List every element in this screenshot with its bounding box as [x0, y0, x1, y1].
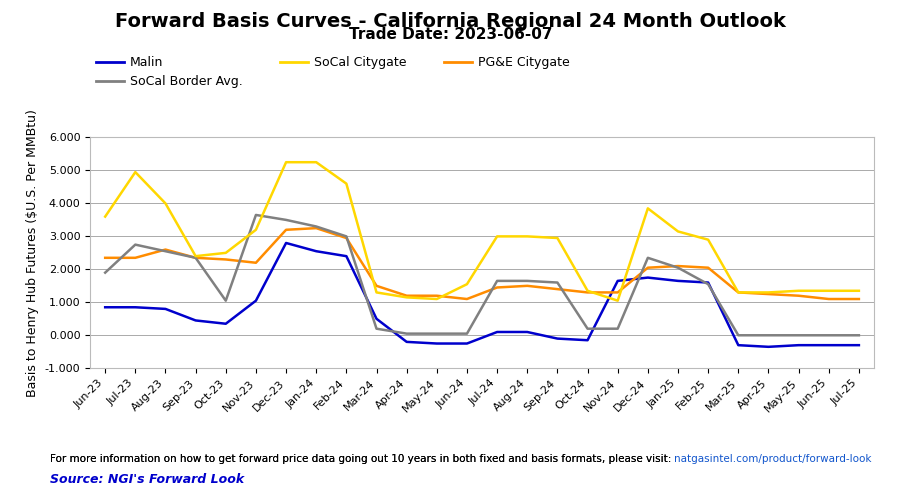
Text: For more information on how to get forward price data going out 10 years in both: For more information on how to get forwa… — [50, 454, 674, 464]
Text: natgasintel.com/product/forward-look: natgasintel.com/product/forward-look — [674, 454, 871, 464]
Text: Trade Date: 2023-06-07: Trade Date: 2023-06-07 — [349, 27, 552, 42]
Text: Source: NGI's Forward Look: Source: NGI's Forward Look — [50, 473, 244, 486]
Legend: Malin, SoCal Border Avg., SoCal Citygate, PG&E Citygate: Malin, SoCal Border Avg., SoCal Citygate… — [96, 56, 569, 88]
Y-axis label: Basis to Henry Hub Futures ($U.S. Per MMBtu): Basis to Henry Hub Futures ($U.S. Per MM… — [26, 109, 40, 397]
Text: Forward Basis Curves - California Regional 24 Month Outlook: Forward Basis Curves - California Region… — [115, 12, 786, 31]
Text: For more information on how to get forward price data going out 10 years in both: For more information on how to get forwa… — [50, 454, 674, 464]
